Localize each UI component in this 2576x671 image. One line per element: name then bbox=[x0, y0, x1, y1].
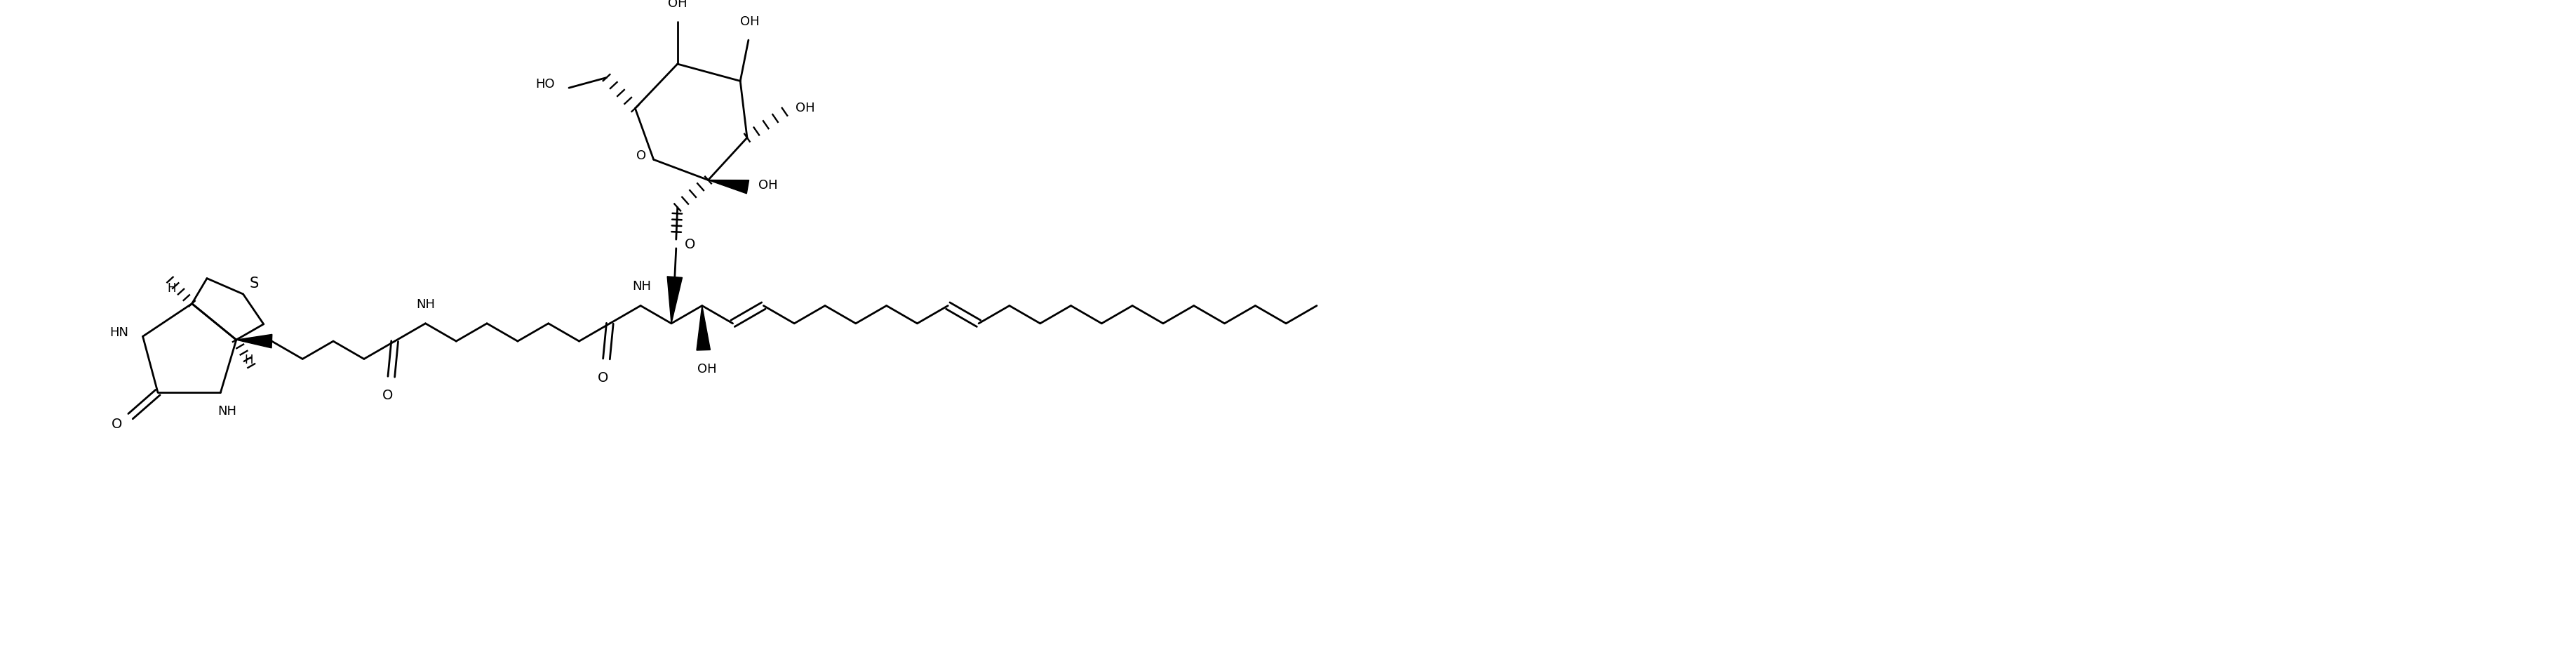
Text: O: O bbox=[381, 389, 394, 403]
Polygon shape bbox=[708, 180, 750, 194]
Text: O: O bbox=[636, 150, 647, 162]
Text: O: O bbox=[598, 371, 608, 384]
Text: HN: HN bbox=[108, 327, 129, 340]
Text: O: O bbox=[685, 238, 696, 252]
Text: NH: NH bbox=[631, 280, 652, 293]
Text: NH: NH bbox=[219, 405, 237, 418]
Polygon shape bbox=[696, 306, 711, 350]
Text: OH: OH bbox=[698, 363, 716, 376]
Text: H: H bbox=[167, 282, 175, 295]
Text: OH: OH bbox=[757, 179, 778, 192]
Text: S: S bbox=[250, 277, 258, 291]
Text: OH: OH bbox=[796, 102, 814, 115]
Polygon shape bbox=[667, 276, 683, 323]
Text: HO: HO bbox=[536, 78, 554, 91]
Text: H: H bbox=[245, 354, 252, 366]
Text: NH: NH bbox=[415, 298, 435, 311]
Text: OH: OH bbox=[667, 0, 688, 9]
Polygon shape bbox=[237, 334, 273, 348]
Text: OH: OH bbox=[739, 15, 760, 28]
Text: O: O bbox=[111, 418, 121, 431]
